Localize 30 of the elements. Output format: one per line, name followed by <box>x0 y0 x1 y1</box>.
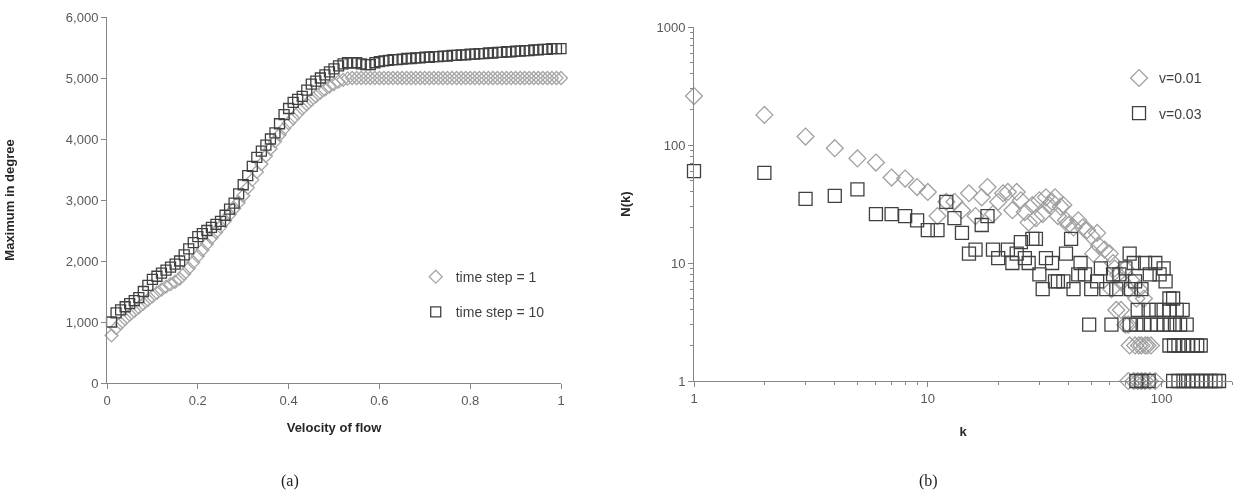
x-tick-label: 1 <box>690 390 698 406</box>
y-tick-label: 0 <box>91 375 99 391</box>
x-tick-label: 100 <box>1150 390 1173 406</box>
y-tick-label: 6,000 <box>65 9 99 25</box>
y-tick-label: 2,000 <box>65 253 99 269</box>
x-tick-label: 0.4 <box>279 392 298 408</box>
x-tick-label: 0.8 <box>461 392 480 408</box>
y-tick-label: 5,000 <box>65 70 99 86</box>
y-tick-label: 1000 <box>656 19 686 35</box>
legend-label: v=0.03 <box>1159 105 1202 122</box>
y-tick-label: 1 <box>678 373 686 389</box>
y-tick-label: 4,000 <box>65 131 99 147</box>
y-tick-label: 1,000 <box>65 314 99 330</box>
x-tick-label: 0.2 <box>188 392 207 408</box>
x-axis-title: Velocity of flow <box>286 420 383 436</box>
x-tick-label: 1 <box>557 392 565 408</box>
x-tick-label: 10 <box>920 390 936 406</box>
x-tick-label: 0 <box>103 392 111 408</box>
x-axis-title: k <box>959 424 968 440</box>
y-axis-title: N(k) <box>618 191 634 217</box>
x-tick-label: 0.6 <box>370 392 389 408</box>
y-tick-label: 10 <box>670 255 686 271</box>
text: (a) <box>281 472 299 490</box>
legend-label: time step = 1 <box>455 269 537 286</box>
y-tick-label: 3,000 <box>65 192 99 208</box>
legend-label: time step = 10 <box>455 304 545 321</box>
y-axis-title: Maximum in degree <box>1 139 17 261</box>
y-tick-label: 100 <box>663 137 686 153</box>
text: (b) <box>919 472 938 490</box>
legend-label: v=0.01 <box>1159 70 1202 87</box>
